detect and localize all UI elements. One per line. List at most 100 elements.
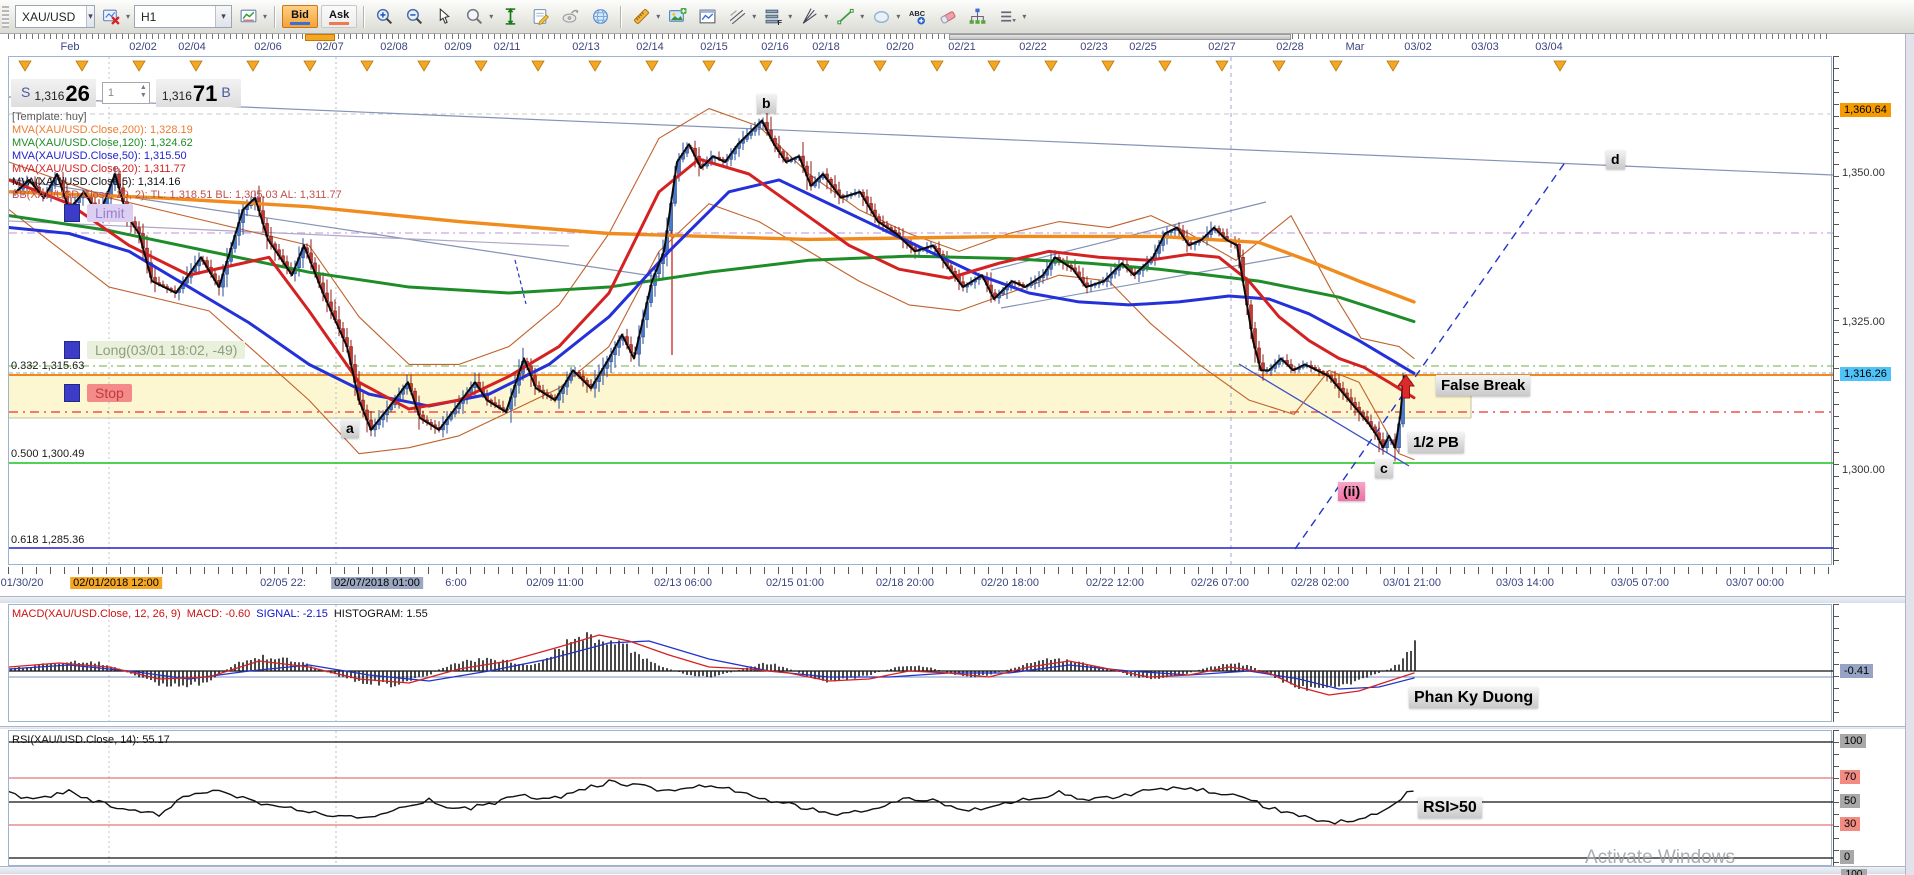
main-price-axis[interactable]: 1,350.00 1,325.00 1,300.00 1,360.64 1,316.26 — [1833, 56, 1905, 565]
quantity-spin-icons[interactable]: ▲ ▼ — [139, 84, 147, 99]
annotation--ii-[interactable]: (ii) — [1338, 482, 1366, 501]
panel-separator-1[interactable] — [0, 596, 1905, 604]
order-marker-square[interactable] — [64, 384, 80, 402]
annotation-d[interactable]: d — [1606, 150, 1625, 169]
top-date-axis[interactable]: Feb 02/02 02/04 02/06 02/07 02/08 02/09 02/11 02… — [0, 34, 1905, 57]
order-marker-limit[interactable]: Limit — [64, 204, 133, 222]
top-axis-scroll-thumb[interactable] — [949, 34, 1291, 40]
main-chart-plot[interactable]: S 1,316 26 1 ▲ ▼ 1,316 71 B [Template: hu… — [8, 56, 1833, 566]
rsi-axis[interactable]: 100 70 50 30 0 — [1833, 730, 1905, 866]
ask-button[interactable]: Ask — [321, 5, 358, 28]
rsi-plot[interactable]: RSI(XAU/USD.Close, 14): 55.17 RSI>50 — [8, 730, 1833, 867]
toolbar-separator — [363, 5, 366, 28]
chevron-down-icon[interactable]: ▾ — [86, 6, 94, 27]
top-axis-label: 02/18 — [812, 41, 840, 53]
text-label-icon[interactable]: ABC — [904, 3, 931, 30]
next-panel-peek-label: 100 — [1841, 869, 1867, 875]
macd-panel: MACD(XAU/USD.Close, 12, 26, 9) MACD: -0.6… — [0, 604, 1905, 726]
eraser-glyph — [940, 11, 956, 24]
fit-vertical-icon[interactable] — [497, 3, 524, 30]
chevron-down-icon[interactable]: ▾ — [263, 12, 268, 21]
indicator-legend: [Template: huy] MVA(XAU/USD.Close,200): 1… — [12, 111, 342, 202]
bottom-axis-label[interactable]: 02/01/2018 12:00 — [70, 577, 162, 589]
zoom-out-icon[interactable] — [401, 3, 428, 30]
order-marker-long[interactable]: Long(03/01 18:02, -49) — [64, 341, 246, 359]
buy-side-label: B — [221, 84, 231, 100]
pitchfork-icon[interactable] — [796, 3, 823, 30]
fib-level-label: 0.618 1,285.36 — [11, 534, 85, 546]
fibonacci-icon[interactable] — [724, 3, 751, 30]
web-icon[interactable] — [587, 3, 614, 30]
macd-plot[interactable]: MACD(XAU/USD.Close, 12, 26, 9) MACD: -0.6… — [8, 604, 1833, 723]
bottom-axis-label[interactable]: 02/07/2018 01:00 — [331, 577, 423, 589]
objects-tree-icon[interactable] — [964, 3, 991, 30]
quantity-stepper[interactable]: 1 ▲ ▼ — [101, 82, 150, 104]
bottom-axis-label: 03/03 14:00 — [1495, 577, 1555, 589]
chart-type-icon[interactable] — [235, 3, 262, 30]
symbol-select-value: XAU/USD — [22, 9, 76, 24]
order-marker-stop[interactable]: Stop — [64, 384, 132, 402]
buy-price-small: 1,316 — [161, 89, 192, 103]
levels-icon[interactable]: F — [760, 3, 787, 30]
fibonacci-glyph — [730, 9, 746, 25]
chevron-down-icon[interactable]: ▾ — [489, 12, 494, 21]
panel-separator-2[interactable] — [0, 726, 1905, 730]
macd-axis-ticks — [1833, 604, 1839, 722]
toolbar-separator — [620, 5, 623, 28]
annotation-phan-ky-duong[interactable]: Phan Ky Duong — [1409, 687, 1539, 708]
pointer-icon[interactable] — [431, 3, 458, 30]
ellipse-icon[interactable] — [868, 3, 895, 30]
main-chart-canvas[interactable] — [9, 57, 1833, 566]
bottom-axis-label: 02/05 22: — [260, 577, 306, 589]
snapshot-icon[interactable] — [694, 3, 721, 30]
buy-quote[interactable]: 1,316 71 B — [155, 79, 241, 107]
add-image-icon[interactable] — [664, 3, 691, 30]
trendline-icon[interactable] — [832, 3, 859, 30]
chevron-down-icon[interactable]: ▾ — [860, 12, 865, 21]
right-side-strip[interactable] — [1905, 34, 1914, 875]
annotation-b[interactable]: b — [757, 94, 776, 113]
chevron-down-icon[interactable]: ▾ — [788, 12, 793, 21]
chevron-down-icon[interactable]: ▾ — [656, 12, 661, 21]
bottom-axis-ticks — [8, 567, 1832, 574]
zoom-select-icon[interactable] — [461, 3, 488, 30]
ruler-icon[interactable] — [628, 3, 655, 30]
order-marker-square[interactable] — [64, 204, 80, 222]
remove-symbol-icon[interactable] — [98, 3, 125, 30]
chevron-down-icon[interactable]: ▾ — [752, 12, 757, 21]
bid-button[interactable]: Bid — [282, 5, 319, 28]
object-list-glyph — [1001, 11, 1017, 23]
top-axis-label: 02/04 — [178, 41, 206, 53]
bottom-axis-labels[interactable]: 01/30/20 02/01/2018 12:00 02/05 22: 02/07/2… — [0, 576, 1905, 594]
edit-note-icon[interactable] — [527, 3, 554, 30]
symbol-select[interactable]: XAU/USD ▾ — [15, 5, 95, 28]
top-axis-label: 02/16 — [761, 41, 789, 53]
annotation-a[interactable]: a — [341, 419, 359, 438]
timeframe-select[interactable]: H1 ▾ — [134, 5, 233, 28]
annotation-c[interactable]: c — [1375, 459, 1393, 478]
bottom-axis-label: 02/22 12:00 — [1085, 577, 1145, 589]
sell-quote[interactable]: S 1,316 26 — [11, 79, 96, 107]
annotation-rsi-50[interactable]: RSI>50 — [1418, 797, 1482, 818]
chevron-down-icon[interactable]: ▾ — [896, 12, 901, 21]
chevron-down-icon[interactable]: ▾ — [824, 12, 829, 21]
chevron-down-icon[interactable]: ▾ — [1022, 12, 1027, 21]
order-marker-label: Limit — [87, 204, 133, 222]
rsi-panel: RSI(XAU/USD.Close, 14): 55.17 RSI>50 100… — [0, 730, 1905, 867]
eraser-icon[interactable] — [934, 3, 961, 30]
annotation-false-break[interactable]: False Break — [1436, 375, 1531, 396]
zoom-in-icon[interactable] — [371, 3, 398, 30]
rsi-canvas[interactable] — [9, 731, 1833, 867]
chevron-down-icon[interactable]: ▾ — [126, 12, 131, 21]
object-list-icon[interactable] — [994, 3, 1021, 30]
macd-canvas[interactable] — [9, 605, 1833, 723]
web-glyph — [593, 9, 609, 24]
visibility-icon[interactable] — [557, 3, 584, 30]
toolbar-grip[interactable] — [2, 5, 9, 28]
svg-text:ABC: ABC — [909, 9, 926, 18]
chevron-down-icon[interactable]: ▾ — [215, 6, 232, 27]
annotation-1-2-pb[interactable]: 1/2 PB — [1408, 432, 1464, 453]
activate-windows-watermark: Activate Windows — [1585, 847, 1735, 868]
order-marker-square[interactable] — [64, 341, 80, 359]
macd-axis[interactable]: -0.41 — [1833, 604, 1905, 722]
